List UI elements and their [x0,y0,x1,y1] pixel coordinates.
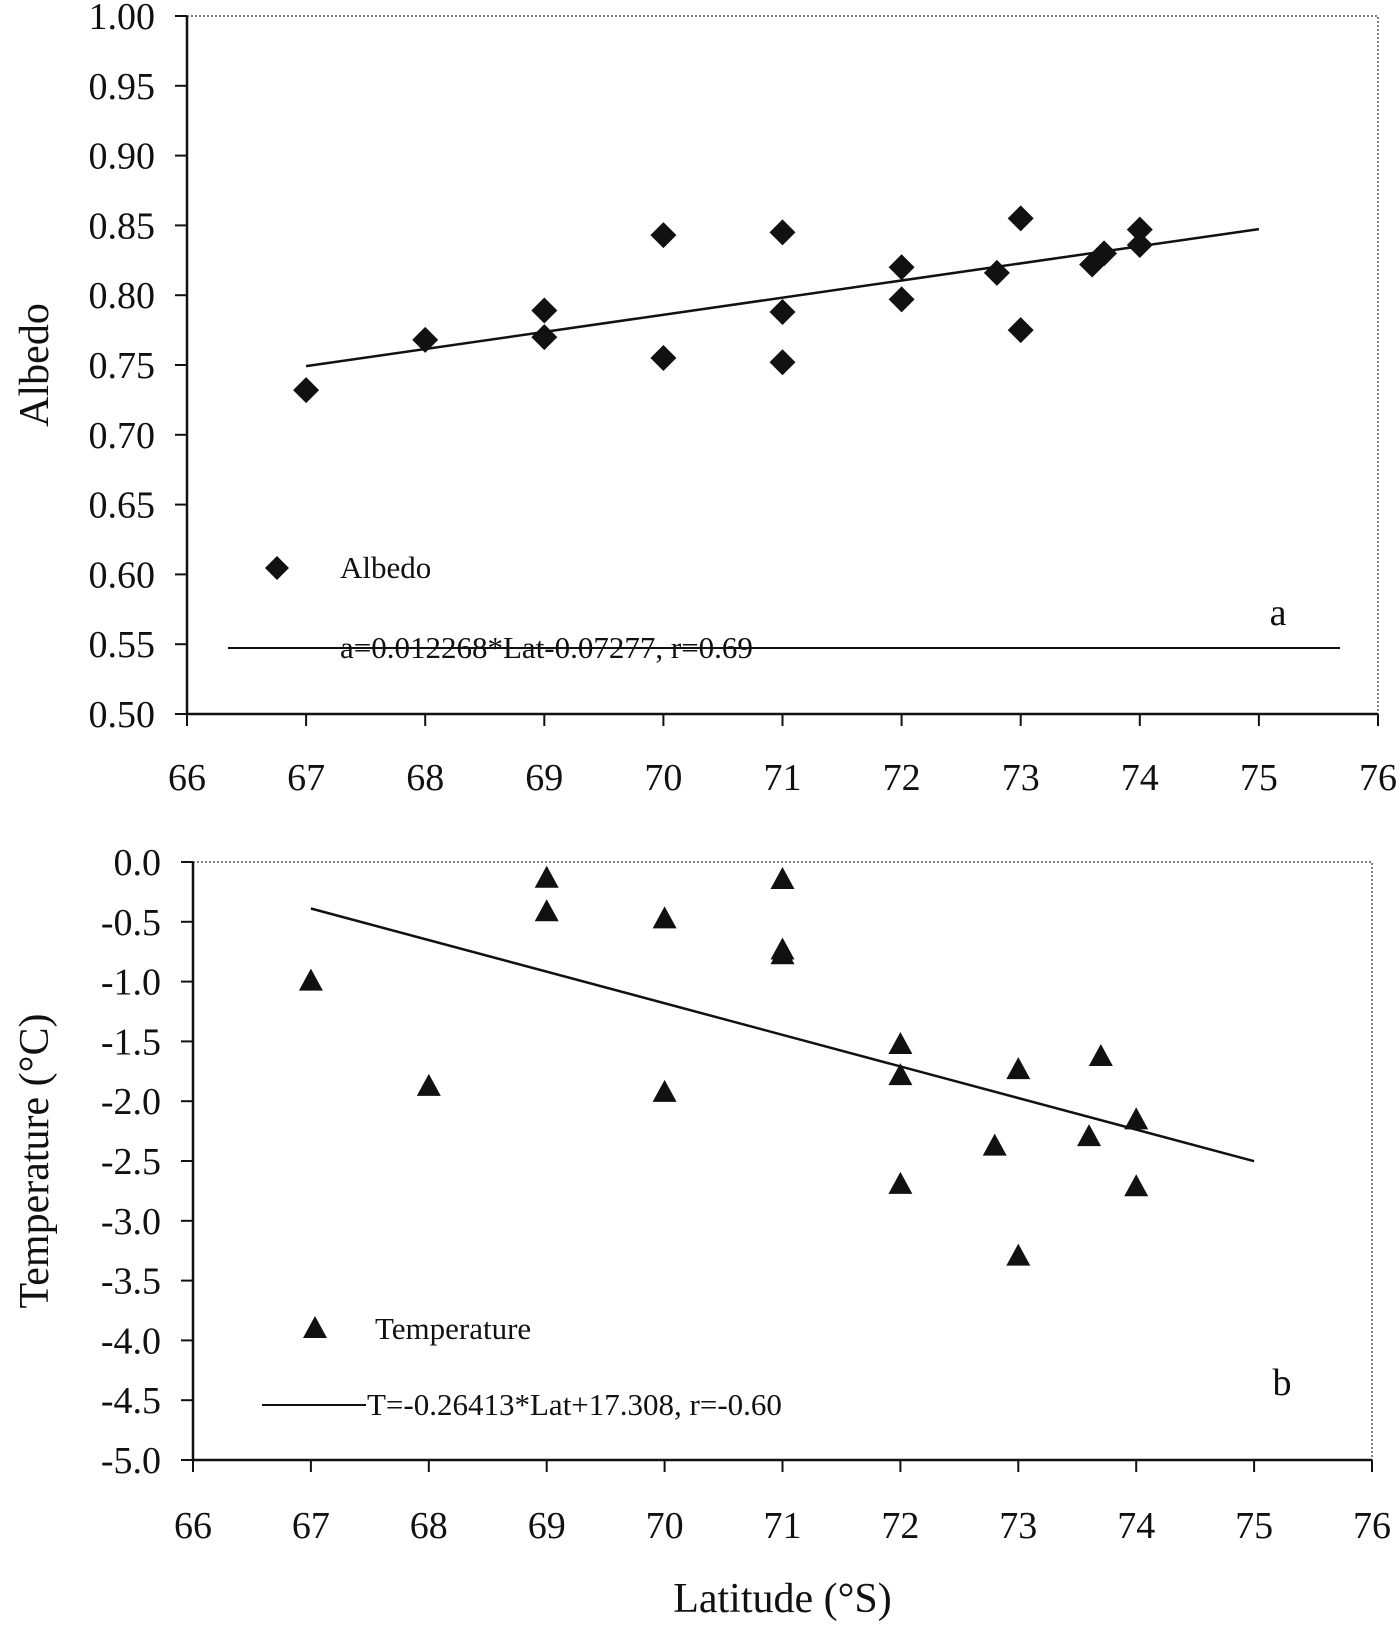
y-tick-label: 0.55 [89,624,156,666]
data-point-diamond [531,297,558,324]
y-tick-label: 0.95 [89,66,156,108]
plot-frame [192,861,1373,1461]
y-tick-label: 0.85 [89,205,156,247]
x-tick-label: 68 [410,1505,448,1547]
x-tick-label: 71 [764,1505,802,1547]
data-point-diamond [650,222,677,249]
y-tick-label: 0.50 [89,694,156,736]
data-point-triangle [982,1133,1007,1156]
data-point-diamond [888,286,915,313]
x-tick-label: 66 [174,1505,212,1547]
data-point-triangle [1006,1057,1031,1080]
y-tick-label: -5.0 [101,1440,161,1482]
y-tick-label: -4.5 [101,1380,161,1422]
data-point-diamond [650,345,677,372]
x-tick-label: 70 [646,1505,684,1547]
data-point-triangle [652,906,677,929]
y-tick-label: 0.90 [89,136,156,178]
y-axis-title: Albedo [12,303,58,427]
y-tick-label: -1.0 [101,962,161,1004]
x-tick-label: 75 [1240,757,1278,799]
legend-label-series: Albedo [340,550,431,585]
y-tick-label: -0.5 [101,902,161,944]
y-tick-label: -1.5 [101,1021,161,1063]
x-tick-label: 76 [1353,1505,1391,1547]
legend-label-series: Temperature [375,1311,531,1346]
data-point-diamond [531,324,558,351]
data-point-triangle [888,1171,913,1194]
data-point-diamond [769,219,796,246]
y-tick-label: -3.0 [101,1201,161,1243]
data-point-triangle [888,1063,913,1086]
data-point-triangle [534,899,559,922]
data-point-diamond [412,326,439,353]
x-tick-label: 67 [287,757,325,799]
y-tick-label: 0.75 [89,345,156,387]
x-tick-label: 71 [764,757,802,799]
y-tick-label: 0.70 [89,415,156,457]
data-point-diamond [1007,317,1034,344]
data-point-triangle [652,1079,677,1102]
x-tick-label: 73 [1002,757,1040,799]
data-point-diamond [769,349,796,376]
x-tick-label: 74 [1121,757,1159,799]
fit-line [305,227,1260,368]
x-axis-title: Latitude (°S) [673,1576,892,1622]
y-tick-label: -4.0 [101,1320,161,1362]
x-tick-label: 69 [525,757,563,799]
panel-label: b [1273,1362,1292,1404]
data-point-diamond [983,259,1010,286]
x-tick-label: 72 [881,1505,919,1547]
legend-label-fit: a=0.012268*Lat-0.07277, r=0.69 [340,630,753,665]
data-point-triangle [1077,1124,1102,1147]
y-tick-label: 0.80 [89,275,156,317]
data-point-diamond [1007,205,1034,232]
y-tick-label: -3.5 [101,1261,161,1303]
x-tick-label: 75 [1235,1505,1273,1547]
y-tick-label: 0.60 [89,554,156,596]
y-tick-label: -2.0 [101,1081,161,1123]
data-point-diamond [769,298,796,325]
y-tick-label: 1.00 [89,0,156,38]
legend-label-fit: T=-0.26413*Lat+17.308, r=-0.60 [367,1387,782,1422]
x-tick-label: 69 [528,1505,566,1547]
legend-marker-triangle [303,1316,327,1338]
data-point-triangle [1006,1243,1031,1266]
data-point-diamond [1126,231,1153,258]
x-tick-label: 68 [406,757,444,799]
data-point-diamond [1126,216,1153,243]
y-tick-label: 0.0 [114,842,162,884]
panel-label: a [1270,592,1287,634]
x-tick-label: 76 [1359,757,1397,799]
legend-marker-diamond [265,556,289,580]
data-point-triangle [1124,1174,1149,1197]
data-point-triangle [770,866,795,889]
chart-panel-b: 66 67 68 69 70 71 72 73 74 75 76 0.0 -0.5 -1.0 -1.5 -2.… [12,842,1391,1622]
data-point-diamond [1091,240,1118,267]
fit-line [310,907,1255,1163]
x-tick-label: 74 [1117,1505,1155,1547]
data-point-triangle [534,865,559,888]
data-point-triangle [416,1073,441,1096]
data-point-triangle [1124,1107,1149,1130]
data-point-triangle [1088,1043,1113,1066]
x-tick-label: 70 [644,757,682,799]
chart-panel-a: 66 67 68 69 70 71 72 73 74 75 76 1.00 0.95 0.90 0.85 0.… [12,0,1397,799]
x-tick-label: 72 [883,757,921,799]
data-point-diamond [293,377,320,404]
x-tick-label: 66 [168,757,206,799]
x-tick-label: 73 [999,1505,1037,1547]
y-tick-label: -2.5 [101,1141,161,1183]
data-point-triangle [298,968,323,991]
y-axis-title: Temperature (°C) [12,1014,58,1309]
data-point-triangle [770,942,795,965]
data-point-triangle [888,1031,913,1054]
x-tick-label: 67 [292,1505,330,1547]
y-tick-label: 0.65 [89,485,156,527]
data-point-diamond [888,254,915,281]
